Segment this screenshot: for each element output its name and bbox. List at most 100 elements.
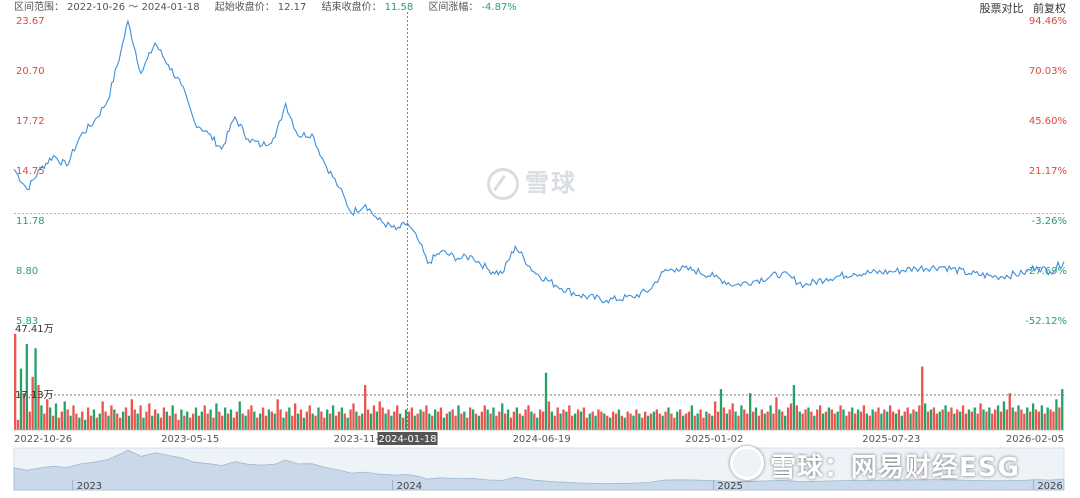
volume-bar [985,411,988,430]
volume-bar [162,407,166,430]
volume-bar [889,405,892,430]
volume-bar [582,407,586,430]
volume-bar [451,409,454,430]
volume-bar [483,405,486,430]
volume-bar [299,409,303,430]
change-value: -4.87% [481,2,517,13]
volume-bar [177,419,180,430]
x-tick-label: 2025-01-02 [685,434,743,445]
volume-bar [509,417,513,430]
volume-bar [92,409,96,430]
volume-bar [652,411,656,430]
volume-bar [798,411,801,430]
volume-bar [609,417,612,430]
volume-bar [845,415,848,430]
volume-bar [751,411,755,430]
volume-bar [191,413,195,430]
x-tick-label: 2025-07-23 [862,434,920,445]
volume-bar [506,409,510,430]
volume-bar [334,415,338,430]
volume-bar [664,411,667,430]
volume-bar [632,415,635,430]
volume-bar [699,409,702,430]
volume-bar [603,413,606,430]
volume-bar [416,413,419,430]
volume-bar [34,348,37,430]
volume-bar [86,407,90,430]
volume-bar [620,415,623,430]
volume-bar [130,399,133,430]
volume-bar [270,411,273,430]
volume-bar [819,405,822,430]
volume-bar [693,415,696,430]
volume-bar [824,411,828,430]
volume-max-label: 47.41万 [15,324,54,335]
volume-bar [244,415,247,430]
volume-bar [775,397,778,430]
volume-bar [259,413,262,430]
volume-bar [54,403,58,430]
volume-bar [218,411,221,430]
volume-bar [655,409,658,430]
volume-bar [285,411,288,430]
volume-bar [457,405,460,430]
volume-bar [976,413,979,430]
volume-bar [646,415,650,430]
volume-bar [617,409,621,430]
volume-bar [212,417,215,430]
volume-bar [999,411,1003,430]
volume-bar [200,411,203,430]
navigator-year-label: 2023 [77,481,102,492]
volume-bar [932,407,936,430]
volume-bar [722,407,726,430]
volume-bar [145,411,148,430]
volume-bar [57,417,61,430]
volume-bar [661,415,664,430]
volume-bar [492,407,495,430]
volume-bar [906,407,909,430]
volume-bar [422,411,425,430]
volume-bar [953,413,956,430]
volume-bar [982,409,985,430]
volume-bar [539,409,542,430]
volume-bar [746,413,749,430]
adjust-price-button[interactable]: 前复权 [1033,2,1066,15]
volume-bar [536,417,539,430]
volume-bar [705,411,708,430]
volume-bar [737,415,740,430]
volume-bar [1031,403,1035,430]
volume-bar [973,407,976,430]
compare-stock-button[interactable]: 股票对比 [979,2,1024,15]
volume-bar [78,417,81,430]
volume-bar [807,407,810,430]
volume-bar [390,415,393,430]
volume-bar [1055,399,1058,430]
volume-bar [600,411,603,430]
volume-bar [174,413,177,430]
volume-bar [541,411,545,430]
volume-bar [670,413,673,430]
volume-bar [696,413,699,430]
volume-bar [498,411,501,430]
volume-bar [37,385,40,430]
volume-bar [801,413,804,430]
volume-bar [320,411,323,430]
volume-bar [136,413,139,430]
volume-bar [22,393,26,430]
volume-bar [264,415,268,430]
volume-bar [623,417,626,430]
volume-bar [474,413,478,430]
volume-bar [848,411,851,430]
volume-bar [253,411,256,430]
volume-bar [521,415,524,430]
x-tick-label: 2024-06-19 [513,434,571,445]
volume-bar [477,415,481,430]
y-right-tick-label: 21.17% [1029,166,1067,177]
volume-bar [463,411,466,430]
volume-bar [445,413,448,430]
volume-bar [781,411,784,430]
volume-bar [279,409,282,430]
volume-bar [1023,413,1026,430]
volume-bar [28,411,31,430]
